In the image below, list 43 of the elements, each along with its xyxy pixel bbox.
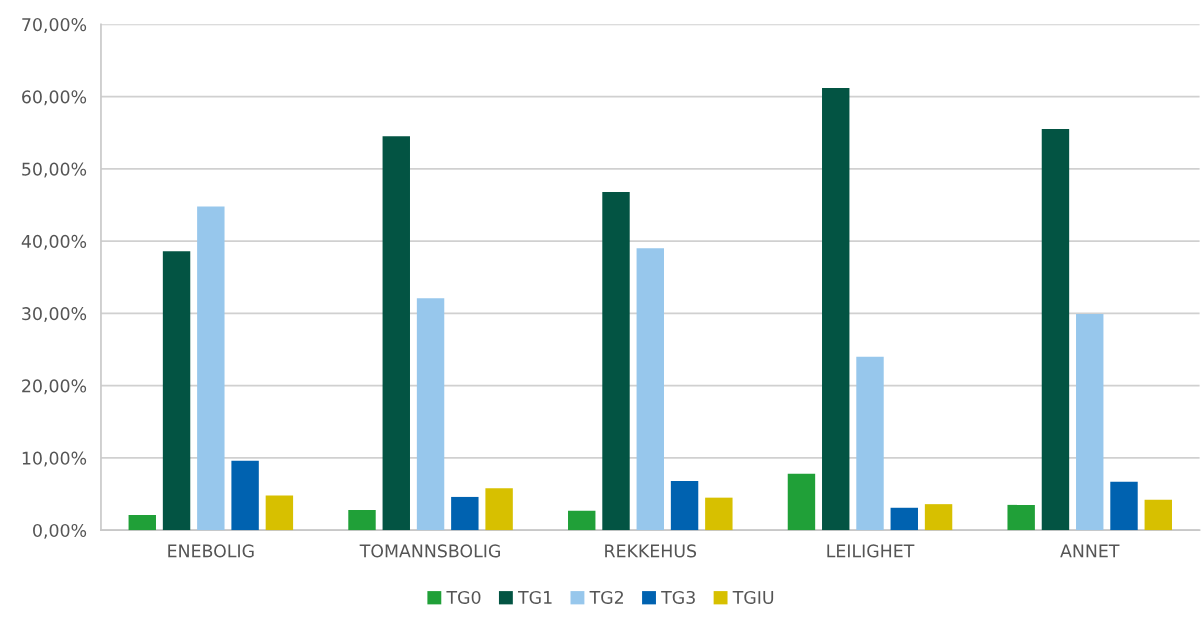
bar — [670, 481, 699, 531]
x-tick-label: LEILIGHET — [827, 544, 915, 558]
y-tick-label: 40,00% — [21, 234, 87, 250]
x-tick-label: TOMANNSBOLIG — [359, 544, 500, 558]
bar — [1110, 481, 1138, 531]
legend-label: TG2 — [589, 590, 623, 605]
bar — [568, 510, 596, 531]
bar — [416, 298, 445, 531]
bar — [348, 509, 376, 531]
y-tick-label: 60,00% — [22, 90, 87, 106]
y-tick-label: 0,00% — [33, 523, 87, 539]
bar — [162, 251, 191, 531]
bar — [1076, 314, 1104, 531]
legend-label: TG1 — [517, 590, 552, 605]
bar — [485, 488, 513, 531]
legend-label: TG0 — [446, 590, 481, 605]
y-tick-label: 50,00% — [22, 162, 87, 178]
bar — [1041, 129, 1070, 531]
bar — [231, 460, 259, 531]
x-tick-label: ANNET — [1060, 544, 1120, 558]
bar — [636, 248, 664, 531]
bar — [451, 496, 479, 531]
bar — [856, 356, 884, 531]
bar — [822, 87, 850, 531]
legend-label: TGIU — [732, 590, 774, 605]
bar — [705, 497, 733, 531]
y-tick-label: 20,00% — [22, 379, 87, 395]
bar — [128, 515, 156, 531]
y-tick-label: 10,00% — [22, 451, 87, 467]
bar — [197, 206, 225, 531]
bar — [265, 495, 294, 531]
x-tick-label: REKKEHUS — [605, 544, 697, 558]
x-tick-label: ENEBOLIG — [168, 544, 254, 558]
bar — [890, 507, 918, 531]
bar — [602, 191, 630, 531]
y-tick-label: 30,00% — [22, 307, 87, 322]
bar — [1007, 504, 1035, 531]
bar — [1144, 499, 1172, 531]
bar — [924, 504, 953, 531]
bar — [382, 136, 410, 531]
bar — [787, 473, 816, 531]
y-tick-label: 70,00% — [22, 18, 87, 33]
legend-label: TG3 — [661, 590, 695, 605]
